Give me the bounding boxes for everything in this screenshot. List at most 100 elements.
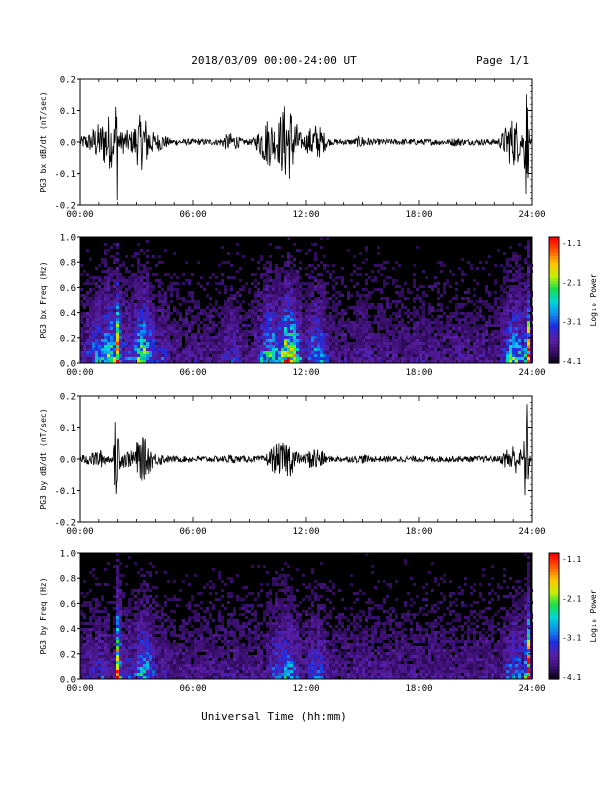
spectrogram-cell [176,291,179,294]
spectrogram-cell [287,270,290,273]
spectrogram-cell [527,339,530,342]
spectrogram-cell [413,360,416,363]
spectrogram-cell [437,321,440,324]
spectrogram-cell [203,342,206,345]
spectrogram-cell [284,354,287,357]
spectrogram-cell [119,658,122,661]
spectrogram-cell [281,267,284,270]
spectrogram-cell [110,246,113,249]
spectrogram-cell [137,655,140,658]
spectrogram-cell [113,306,116,309]
spectrogram-cell [407,297,410,300]
spectrogram-cell [482,300,485,303]
spectrogram-cell [221,330,224,333]
spectrogram-cell [98,360,101,363]
spectrogram-cell [476,267,479,270]
spectrogram-cell [446,318,449,321]
spectrogram-cell [278,342,281,345]
spectrogram-cell [314,243,317,246]
spectrogram-cell [125,607,128,610]
spectrogram-cell [518,357,521,360]
spectrogram-cell [104,583,107,586]
spectrogram-cell [293,279,296,282]
spectrogram-cell [182,670,185,673]
spectrogram-cell [506,258,509,261]
spectrogram-cell [488,339,491,342]
spectrogram-cell [398,339,401,342]
spectrogram-cell [107,303,110,306]
spectrogram-cell [425,357,428,360]
spectrogram-cell [302,303,305,306]
spectrogram-cell [89,676,92,679]
spectrogram-cell [272,282,275,285]
spectrogram-cell [149,562,152,565]
spectrogram-cell [455,288,458,291]
spectrogram-cell [359,345,362,348]
spectrogram-cell [293,342,296,345]
spectrogram-cell [269,360,272,363]
spectrogram-cell [272,342,275,345]
spectrogram-cell [128,556,131,559]
spectrogram-cell [158,315,161,318]
spectrogram-cell [308,306,311,309]
spectrogram-cell [188,676,191,679]
spectrogram-cell [179,664,182,667]
spectrogram-cell [299,357,302,360]
spectrogram-cell [206,315,209,318]
spectrogram-cell [149,345,152,348]
spectrogram-cell [104,261,107,264]
spectrogram-cell [287,357,290,360]
spectrogram-cell [155,294,158,297]
spectrogram-cell [407,345,410,348]
spectrogram-cell [206,348,209,351]
spectrogram-cell [380,348,383,351]
spectrogram-cell [278,354,281,357]
spectrogram-cell [245,330,248,333]
spectrogram-cell [272,270,275,273]
spectrogram-cell [116,655,119,658]
spectrogram-cell [425,336,428,339]
spectrogram-cell [164,300,167,303]
spectrogram-cell [89,616,92,619]
spectrogram-cell [263,327,266,330]
spectrogram-cell [392,300,395,303]
spectrogram-cell [371,336,374,339]
spectrogram-cell [473,303,476,306]
spectrogram-cell [512,288,515,291]
spectrogram-cell [134,646,137,649]
spectrogram-cell [92,336,95,339]
spectrogram-cell [161,354,164,357]
spectrogram-cell [176,297,179,300]
spectrogram-cell [149,321,152,324]
spectrogram-cell [104,327,107,330]
spectrogram-cell [113,640,116,643]
spectrogram-cell [377,339,380,342]
spectrogram-cell [185,342,188,345]
spectrogram-cell [443,324,446,327]
spectrogram-cell [467,300,470,303]
spectrogram-cell [92,658,95,661]
spectrogram-cell [524,309,527,312]
spectrogram-cell [281,303,284,306]
spectrogram-cell [338,357,341,360]
spectrogram-cell [101,309,104,312]
spectrogram-cell [164,676,167,679]
spectrogram-cell [113,658,116,661]
spectrogram-cell [128,673,131,676]
spectrogram-cell [296,324,299,327]
spectrogram-cell [83,622,86,625]
spectrogram-cell [122,291,125,294]
spectrogram-cell [116,649,119,652]
spectrogram-cell [254,342,257,345]
spectrogram-cell [278,360,281,363]
spectrogram-cell [98,330,101,333]
colorbar-segment [549,356,559,361]
spectrogram-cell [212,351,215,354]
spectrogram-cell [281,348,284,351]
spectrogram-cell [446,327,449,330]
spectrogram-cell [323,303,326,306]
spectrogram-cell [146,270,149,273]
spectrogram-cell [164,664,167,667]
spectrogram-cell [503,327,506,330]
spectrogram-cell [401,288,404,291]
